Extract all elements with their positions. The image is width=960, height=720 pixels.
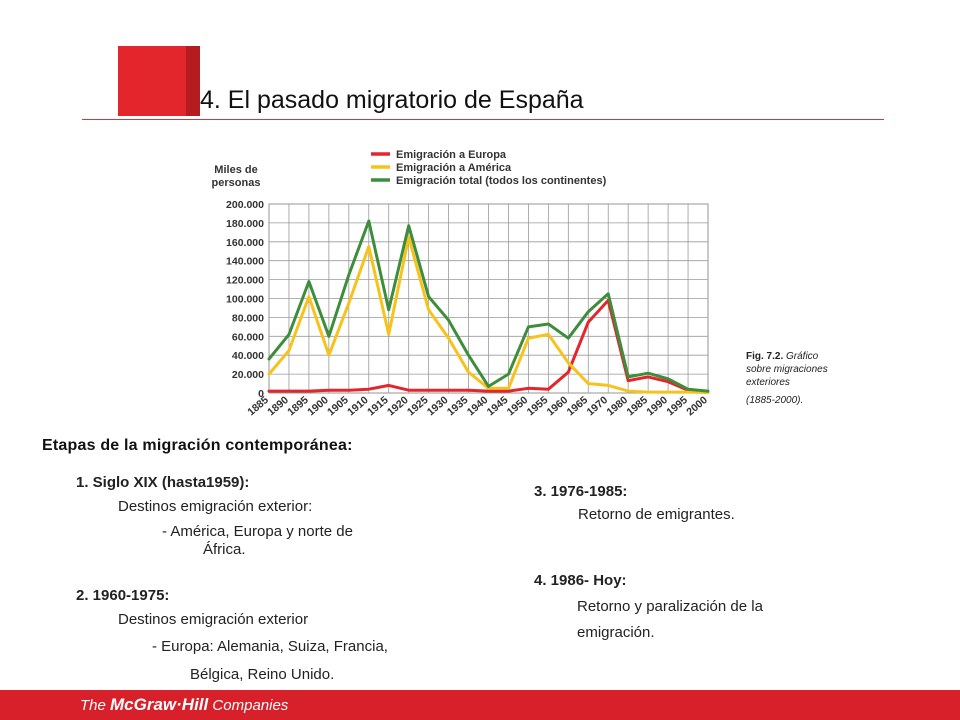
y-tick-label-2: 40.000 bbox=[232, 350, 264, 362]
x-tick-label-15: 1960 bbox=[545, 394, 571, 418]
x-tick-label-14: 1955 bbox=[525, 394, 551, 418]
series-line-1 bbox=[267, 235, 710, 394]
logo-the: The bbox=[80, 697, 111, 714]
x-tick-label-17: 1970 bbox=[585, 394, 611, 418]
y-axis-label-line2: personas bbox=[212, 177, 261, 189]
y-axis-ticks: 0 20.000 40.000 60.000 80.000 100.000 120.000 1… bbox=[226, 199, 264, 400]
x-tick-label-1: 1890 bbox=[265, 394, 291, 418]
y-tick-label-1: 20.000 bbox=[232, 369, 264, 381]
stage-2-line-2: - Europa: Alemania, Suiza, Francia, bbox=[152, 638, 388, 655]
x-tick-label-20: 1990 bbox=[644, 394, 670, 418]
caption-text-3: exteriores bbox=[746, 377, 790, 388]
title-divider bbox=[82, 119, 884, 120]
stage-2-line-3: Bélgica, Reino Unido. bbox=[190, 666, 335, 683]
x-tick-label-8: 1925 bbox=[405, 394, 431, 418]
stage-3-title: 3. 1976-1985: bbox=[534, 483, 628, 500]
footer-bar: The McGraw·Hill Companies bbox=[0, 690, 960, 720]
y-tick-label-9: 180.000 bbox=[226, 218, 264, 230]
x-axis-ticks: 1885189018951900190519101915192019251930… bbox=[245, 394, 710, 418]
x-tick-label-9: 1930 bbox=[425, 394, 451, 418]
x-tick-label-0: 1885 bbox=[245, 394, 271, 418]
caption-fig-number: Fig. 7.2. bbox=[746, 351, 784, 362]
page-title: 4. El pasado migratorio de España bbox=[200, 86, 584, 114]
x-tick-label-5: 1910 bbox=[345, 394, 371, 418]
stages-heading: Etapas de la migración contemporánea: bbox=[42, 437, 353, 454]
stage-4-line-1: Retorno y paralización de la bbox=[577, 598, 763, 615]
x-tick-label-21: 1995 bbox=[664, 394, 690, 418]
mcgraw-hill-logo: The McGraw·Hill Companies bbox=[80, 695, 288, 715]
y-tick-label-10: 200.000 bbox=[226, 199, 264, 211]
legend-label-1: Emigración a América bbox=[396, 162, 512, 174]
stage-1-line-3: África. bbox=[203, 541, 246, 558]
stage-1-line-1: Destinos emigración exterior: bbox=[118, 498, 313, 515]
caption-text-2: sobre migraciones bbox=[746, 364, 828, 375]
series-line-0 bbox=[267, 298, 710, 394]
x-tick-label-10: 1935 bbox=[445, 394, 471, 418]
y-tick-label-7: 140.000 bbox=[226, 256, 264, 268]
series-line-2 bbox=[267, 219, 710, 393]
y-tick-label-5: 100.000 bbox=[226, 294, 264, 306]
chart-series bbox=[267, 219, 710, 394]
x-tick-label-2: 1895 bbox=[285, 394, 311, 418]
x-tick-label-6: 1915 bbox=[365, 394, 391, 418]
stage-3-line-1: Retorno de emigrantes. bbox=[578, 506, 735, 523]
y-tick-label-6: 120.000 bbox=[226, 275, 264, 287]
x-tick-label-22: 2000 bbox=[684, 394, 710, 418]
red-tab-decoration bbox=[118, 46, 200, 116]
stage-1-title: 1. Siglo XIX (hasta1959): bbox=[76, 474, 250, 491]
chart-grid bbox=[268, 203, 709, 394]
x-tick-label-18: 1980 bbox=[605, 394, 631, 418]
legend-label-2: Emigración total (todos los continentes) bbox=[396, 175, 607, 187]
x-tick-label-7: 1920 bbox=[385, 394, 411, 418]
caption-period: (1885-2000). bbox=[746, 395, 804, 406]
y-tick-label-3: 60.000 bbox=[232, 331, 264, 343]
migration-line-chart: Miles de personas Emigración a EuropaEmi… bbox=[212, 149, 711, 418]
legend-label-0: Emigración a Europa bbox=[396, 149, 507, 161]
y-tick-label-0: 0 bbox=[258, 388, 264, 400]
stage-4-line-2: emigración. bbox=[577, 624, 655, 641]
logo-companies: Companies bbox=[208, 697, 289, 714]
logo-brand: McGraw·Hill bbox=[110, 695, 209, 714]
stage-1-line-2: - América, Europa y norte de bbox=[162, 523, 353, 540]
x-tick-label-16: 1965 bbox=[565, 394, 591, 418]
y-axis-label-line1: Miles de bbox=[214, 164, 257, 176]
x-tick-label-11: 1940 bbox=[465, 394, 491, 418]
stage-4-title: 4. 1986- Hoy: bbox=[534, 572, 627, 589]
x-tick-label-19: 1985 bbox=[624, 394, 650, 418]
y-tick-label-8: 160.000 bbox=[226, 237, 264, 249]
x-tick-label-3: 1900 bbox=[305, 394, 331, 418]
stage-2-line-1: Destinos emigración exterior bbox=[118, 611, 309, 628]
x-tick-label-12: 1945 bbox=[485, 394, 511, 418]
y-tick-label-4: 80.000 bbox=[232, 312, 264, 324]
stage-2-title: 2. 1960-1975: bbox=[76, 587, 170, 604]
caption-text-1: Gráfico bbox=[786, 351, 819, 362]
x-tick-label-4: 1905 bbox=[325, 394, 351, 418]
figure-caption: Fig. 7.2. Gráfico sobre migraciones exte… bbox=[746, 350, 846, 407]
x-tick-label-13: 1950 bbox=[505, 394, 531, 418]
